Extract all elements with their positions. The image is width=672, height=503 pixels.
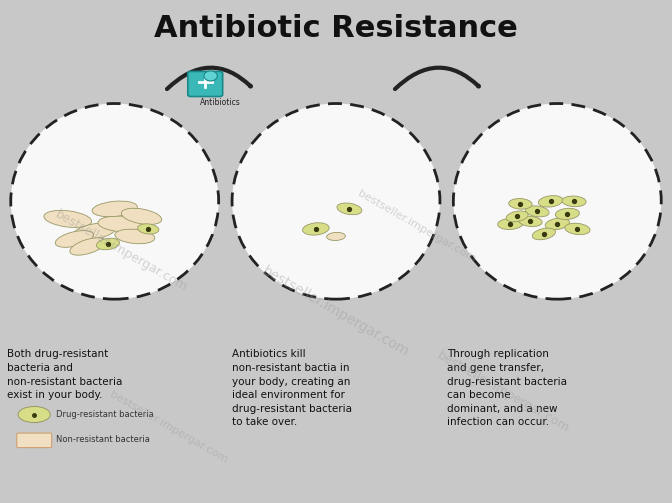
Ellipse shape bbox=[555, 208, 579, 219]
Ellipse shape bbox=[337, 203, 362, 215]
Text: Drug-resistant bacteria: Drug-resistant bacteria bbox=[56, 410, 153, 419]
Ellipse shape bbox=[44, 210, 91, 227]
Ellipse shape bbox=[138, 224, 159, 234]
Ellipse shape bbox=[121, 208, 162, 224]
Ellipse shape bbox=[97, 238, 120, 250]
Ellipse shape bbox=[506, 211, 528, 222]
Ellipse shape bbox=[98, 216, 144, 232]
Text: Non-resistant bacteria: Non-resistant bacteria bbox=[56, 435, 150, 444]
FancyArrowPatch shape bbox=[395, 68, 478, 89]
FancyArrowPatch shape bbox=[167, 68, 251, 89]
Text: Antibiotic Resistance: Antibiotic Resistance bbox=[154, 14, 518, 43]
Text: Antibiotics kill
non-resistant bactia in
your body, creating an
ideal environmen: Antibiotics kill non-resistant bactia in… bbox=[232, 349, 352, 428]
Ellipse shape bbox=[519, 216, 542, 226]
Text: bestseller.impergar.com: bestseller.impergar.com bbox=[53, 208, 190, 295]
Text: bestseller.impergar.com: bestseller.impergar.com bbox=[260, 264, 412, 360]
Ellipse shape bbox=[92, 201, 137, 217]
Ellipse shape bbox=[454, 104, 661, 299]
Ellipse shape bbox=[73, 223, 116, 240]
Ellipse shape bbox=[498, 218, 523, 229]
Ellipse shape bbox=[526, 206, 549, 217]
Circle shape bbox=[204, 71, 217, 81]
Ellipse shape bbox=[115, 229, 155, 244]
Ellipse shape bbox=[564, 223, 590, 234]
Text: bestseller.impergar.com: bestseller.impergar.com bbox=[108, 389, 229, 465]
FancyBboxPatch shape bbox=[17, 433, 52, 448]
Ellipse shape bbox=[55, 230, 93, 247]
FancyBboxPatch shape bbox=[187, 71, 222, 97]
Text: bestseller.impergar.com: bestseller.impergar.com bbox=[435, 349, 572, 435]
Text: Antibiotics: Antibiotics bbox=[200, 98, 241, 107]
Ellipse shape bbox=[302, 223, 329, 235]
Text: Through replication
and gene transfer,
drug-resistant bacteria
can become
domina: Through replication and gene transfer, d… bbox=[447, 349, 566, 428]
Text: Both drug-resistant
bacteria and
non-resistant bacteria
exist in your body.: Both drug-resistant bacteria and non-res… bbox=[7, 349, 123, 400]
Ellipse shape bbox=[18, 406, 50, 423]
Ellipse shape bbox=[545, 218, 569, 230]
Text: bestseller.impergar.com: bestseller.impergar.com bbox=[356, 189, 477, 264]
Ellipse shape bbox=[562, 196, 586, 207]
Ellipse shape bbox=[509, 199, 532, 209]
Ellipse shape bbox=[11, 104, 218, 299]
Ellipse shape bbox=[232, 104, 440, 299]
Ellipse shape bbox=[70, 238, 106, 255]
Ellipse shape bbox=[538, 196, 563, 207]
Ellipse shape bbox=[532, 228, 556, 240]
Ellipse shape bbox=[327, 232, 345, 240]
